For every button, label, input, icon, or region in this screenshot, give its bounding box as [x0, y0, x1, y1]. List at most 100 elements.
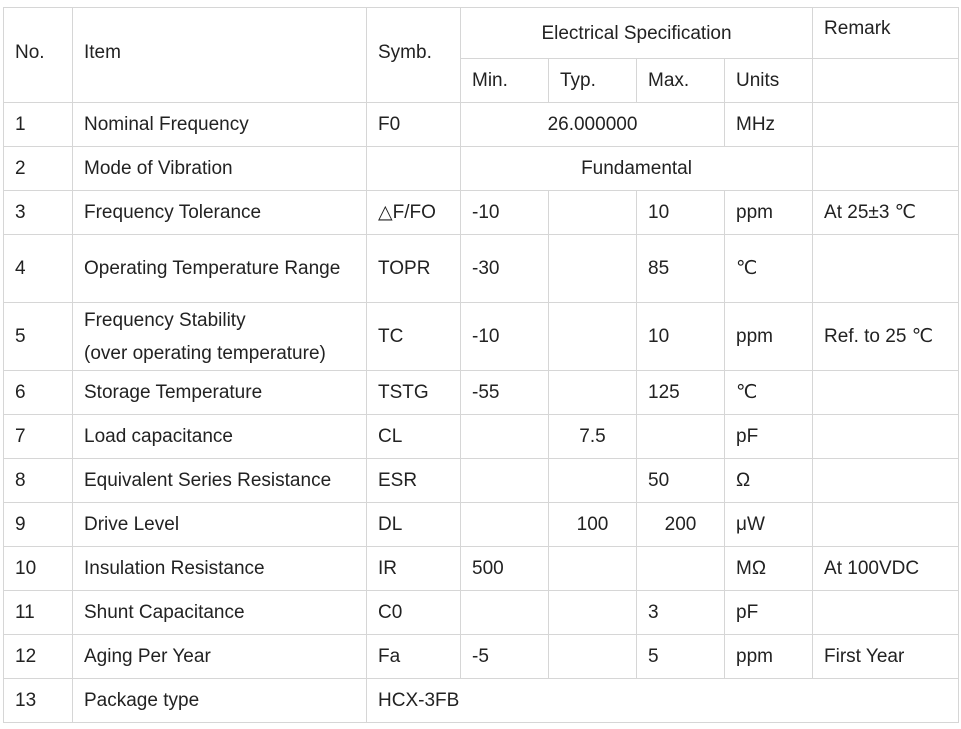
table-row: 11 Shunt Capacitance C0 3 pF	[3, 590, 960, 635]
table-row: 13 Package type HCX-3FB	[3, 678, 960, 723]
cell-typ	[548, 370, 637, 415]
cell-no: 10	[3, 546, 73, 591]
cell-symb: DL	[366, 502, 461, 547]
cell-item: Load capacitance	[72, 414, 367, 459]
cell-min: -10	[460, 302, 549, 371]
cell-max	[636, 546, 725, 591]
cell-no: 1	[3, 102, 73, 147]
cell-units: MΩ	[723, 546, 814, 591]
cell-units: ppm	[723, 190, 814, 235]
cell-min	[460, 590, 549, 635]
cell-no: 7	[3, 414, 73, 459]
cell-no: 4	[3, 234, 73, 303]
cell-no: 8	[3, 458, 73, 503]
header-item: Item	[72, 7, 367, 103]
cell-symb: CL	[366, 414, 461, 459]
cell-typ	[548, 546, 637, 591]
header-min: Min.	[460, 58, 549, 103]
cell-min: -55	[460, 370, 549, 415]
cell-min: -5	[460, 634, 549, 679]
table-row: 8 Equivalent Series Resistance ESR 50 Ω	[3, 458, 960, 503]
header-remark-blank	[812, 58, 960, 103]
cell-remark	[812, 102, 960, 147]
table-row: 4 Operating Temperature Range TOPR -30 8…	[3, 234, 960, 303]
cell-item: Equivalent Series Resistance	[72, 458, 367, 503]
cell-no: 3	[3, 190, 73, 235]
cell-symb: TSTG	[366, 370, 461, 415]
table-row: 7 Load capacitance CL 7.5 pF	[3, 414, 960, 459]
cell-item: Mode of Vibration	[72, 146, 367, 191]
cell-remark: At 100VDC	[812, 546, 960, 591]
cell-remark: First Year	[812, 634, 960, 679]
electrical-spec-table: No. Item Symb. Electrical Specification …	[3, 7, 960, 723]
cell-item-line1: Frequency Stability	[84, 309, 246, 331]
table-row: 6 Storage Temperature TSTG -55 125 ℃	[3, 370, 960, 415]
table-row: 1 Nominal Frequency F0 26.000000 MHz	[3, 102, 960, 147]
cell-max: 200	[636, 502, 725, 547]
cell-no: 5	[3, 302, 73, 371]
cell-remark	[812, 590, 960, 635]
header-typ: Typ.	[548, 58, 637, 103]
table-row: 12 Aging Per Year Fa -5 5 ppm First Year	[3, 634, 960, 679]
cell-item: Frequency Tolerance	[72, 190, 367, 235]
header-row-sub: Min. Typ. Max. Units	[4, 58, 960, 103]
cell-item: Shunt Capacitance	[72, 590, 367, 635]
cell-item: Frequency Stability (over operating temp…	[72, 302, 367, 371]
cell-item: Package type	[72, 678, 367, 723]
cell-min: -10	[460, 190, 549, 235]
cell-typ	[548, 302, 637, 371]
cell-no: 6	[3, 370, 73, 415]
table-row: 2 Mode of Vibration Fundamental	[3, 146, 960, 191]
cell-typ: 7.5	[548, 414, 637, 459]
table-row: 5 Frequency Stability (over operating te…	[3, 302, 960, 371]
cell-typ	[548, 190, 637, 235]
cell-remark: Ref. to 25 ℃	[812, 302, 960, 371]
cell-typ	[548, 590, 637, 635]
cell-item: Storage Temperature	[72, 370, 367, 415]
cell-remark	[812, 414, 960, 459]
cell-max: 125	[636, 370, 725, 415]
cell-min	[460, 458, 549, 503]
cell-no: 2	[3, 146, 73, 191]
cell-max: 10	[636, 302, 725, 371]
cell-symb: ESR	[366, 458, 461, 503]
header-no: No.	[3, 7, 73, 103]
cell-typ	[548, 234, 637, 303]
cell-min	[460, 502, 549, 547]
cell-units: ppm	[723, 634, 814, 679]
cell-units: pF	[723, 590, 814, 635]
cell-no: 13	[3, 678, 73, 723]
cell-symb: F0	[366, 102, 461, 147]
cell-value: 26.000000	[460, 102, 725, 147]
cell-item: Operating Temperature Range	[72, 234, 367, 303]
cell-item: Aging Per Year	[72, 634, 367, 679]
cell-min: 500	[460, 546, 549, 591]
cell-item: Insulation Resistance	[72, 546, 367, 591]
header-row-top: No. Item Symb. Electrical Specification …	[3, 7, 960, 103]
cell-max: 5	[636, 634, 725, 679]
cell-typ: 100	[548, 502, 637, 547]
cell-remark	[812, 146, 960, 191]
cell-remark: At 25±3 ℃	[812, 190, 960, 235]
cell-remark	[812, 234, 960, 303]
cell-item: Drive Level	[72, 502, 367, 547]
cell-units: pF	[723, 414, 814, 459]
cell-min: -30	[460, 234, 549, 303]
cell-no: 9	[3, 502, 73, 547]
cell-remark	[812, 502, 960, 547]
header-max: Max.	[636, 58, 725, 103]
cell-units: μW	[723, 502, 814, 547]
cell-no: 12	[3, 634, 73, 679]
cell-min	[460, 414, 549, 459]
header-units: Units	[723, 58, 814, 103]
cell-max	[636, 414, 725, 459]
cell-max: 50	[636, 458, 725, 503]
table-row: 9 Drive Level DL 100 200 μW	[3, 502, 960, 547]
header-symb: Symb.	[366, 7, 461, 103]
cell-remark	[812, 458, 960, 503]
cell-item-line2: (over operating temperature)	[84, 342, 326, 364]
cell-symb: IR	[366, 546, 461, 591]
cell-symb	[366, 146, 461, 191]
cell-units: ℃	[723, 234, 814, 303]
cell-item: Nominal Frequency	[72, 102, 367, 147]
